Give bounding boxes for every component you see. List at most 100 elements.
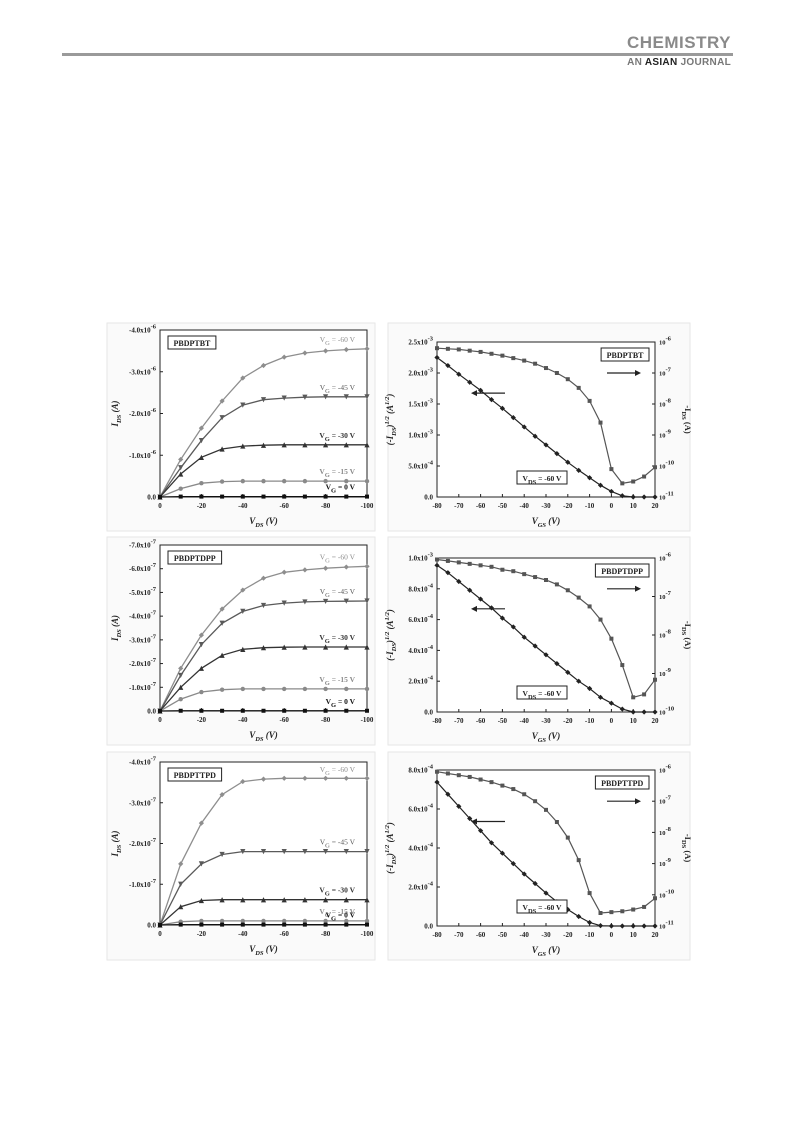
y2-axis-title: -IDS​ (A)	[680, 621, 693, 650]
x-tick-label: 20	[652, 717, 660, 725]
data-point	[198, 438, 204, 444]
arrow-right-head	[635, 585, 641, 592]
y-tick-label: 0.0	[424, 923, 433, 931]
series-label: VG​ = 0 V	[326, 483, 356, 495]
data-point	[445, 771, 450, 776]
data-point	[533, 361, 538, 366]
arrow-left-head	[471, 390, 477, 397]
data-point	[240, 897, 246, 903]
journal-name: CHEMISTRY	[627, 33, 731, 52]
x-tick-label: -10	[585, 931, 595, 939]
x-axis-title: VDS​ (V)	[249, 944, 278, 957]
plot-area	[436, 769, 656, 927]
data-point	[178, 494, 183, 499]
data-point	[456, 773, 461, 778]
data-point	[608, 488, 614, 495]
y2-tick-label: 10-9​	[659, 429, 672, 440]
data-point	[220, 708, 225, 713]
data-point	[500, 783, 505, 788]
data-point	[198, 642, 204, 648]
y2-tick-label: 10-8​	[659, 629, 672, 640]
x-tick-label: -20	[563, 502, 573, 510]
y-axis-title: IDS​ (A)	[110, 830, 123, 857]
data-point	[343, 442, 349, 448]
data-point	[302, 918, 308, 924]
data-point	[178, 672, 184, 679]
panel-label: PBDPTBT	[607, 351, 645, 360]
data-point	[343, 347, 349, 353]
data-point	[653, 677, 657, 682]
data-point	[344, 922, 349, 927]
y-tick-label: 1.0x10-3​	[408, 429, 433, 440]
y-tick-label: 2.0x10-4​	[408, 881, 433, 892]
data-point	[302, 478, 308, 484]
y-tick-label: 1.0x10-3​	[408, 552, 433, 563]
data-point	[554, 661, 560, 667]
y-tick-label: -2.0x10-7​	[129, 837, 157, 848]
data-point	[653, 896, 657, 901]
x-tick-label: 10	[630, 502, 638, 510]
y2-axis-title: -IDS​ (A)	[680, 834, 693, 863]
data-point	[510, 624, 516, 630]
x-tick-label: -80	[321, 716, 331, 724]
panel-label: PBDPTDPP	[601, 567, 643, 576]
data-point	[456, 371, 462, 377]
data-point	[522, 572, 527, 577]
data-point	[219, 918, 225, 924]
data-point	[343, 775, 349, 781]
data-point	[576, 467, 582, 473]
y-axis-title: (-IDS​)1/2​ (A1/2​)	[384, 394, 398, 446]
data-point	[178, 465, 184, 471]
y2-tick-label: 10-9​	[659, 857, 672, 868]
panel-label-box	[594, 563, 650, 578]
data-point	[434, 779, 440, 785]
data-point	[608, 923, 614, 929]
data-point	[198, 665, 204, 671]
data-point	[608, 700, 614, 706]
annotation-text: VDS​ = -60 V	[523, 474, 562, 486]
data-point	[240, 849, 246, 855]
data-point	[344, 686, 349, 692]
y-tick-label: -3.0x10-7​	[129, 796, 157, 807]
chart-panel-2: -80 -70 -60 -50 -40 -30 -20 -10 0 10 20 0.0 5.0x10-4…	[384, 322, 693, 532]
data-point	[323, 565, 329, 571]
data-point	[597, 694, 604, 700]
x-tick-label: 0	[610, 502, 614, 510]
data-point	[219, 446, 225, 452]
data-point	[445, 570, 451, 576]
data-point	[199, 918, 204, 924]
x-tick-label: -20	[563, 931, 573, 939]
data-point	[323, 494, 328, 499]
x-tick-label: -60	[280, 716, 290, 724]
y-tick-label: 2.0x10-4​	[408, 675, 433, 686]
data-point	[511, 356, 516, 361]
data-point	[302, 708, 307, 713]
x-tick-label: 0	[610, 931, 614, 939]
x-tick-label: -70	[454, 502, 464, 510]
data-point	[587, 604, 592, 609]
data-point	[631, 479, 636, 484]
data-point	[630, 923, 636, 929]
journal-sub-asian: ASIAN	[644, 57, 678, 68]
data-point	[597, 482, 604, 488]
data-point	[576, 678, 582, 684]
data-point	[344, 918, 349, 924]
y-axis-title: IDS​ (A)	[110, 615, 123, 642]
y-tick-label: -7.0x10-7​	[129, 539, 157, 550]
data-point	[302, 686, 308, 692]
data-point	[323, 442, 329, 448]
x-tick-label: -60	[280, 930, 290, 938]
x-tick-label: -60	[476, 931, 486, 939]
y-axis-title: IDS​ (A)	[110, 400, 123, 427]
data-point	[630, 709, 636, 715]
data-point	[467, 815, 473, 822]
data-point	[158, 923, 162, 927]
data-point	[642, 474, 647, 479]
data-point	[240, 443, 246, 449]
y-tick-label: -1.0x10-7​	[129, 878, 157, 889]
x-tick-label: -60	[476, 502, 486, 510]
data-point	[178, 708, 183, 713]
x-tick-label: -30	[541, 502, 551, 510]
y-tick-label: 0.0	[424, 494, 433, 502]
data-point	[499, 405, 505, 411]
